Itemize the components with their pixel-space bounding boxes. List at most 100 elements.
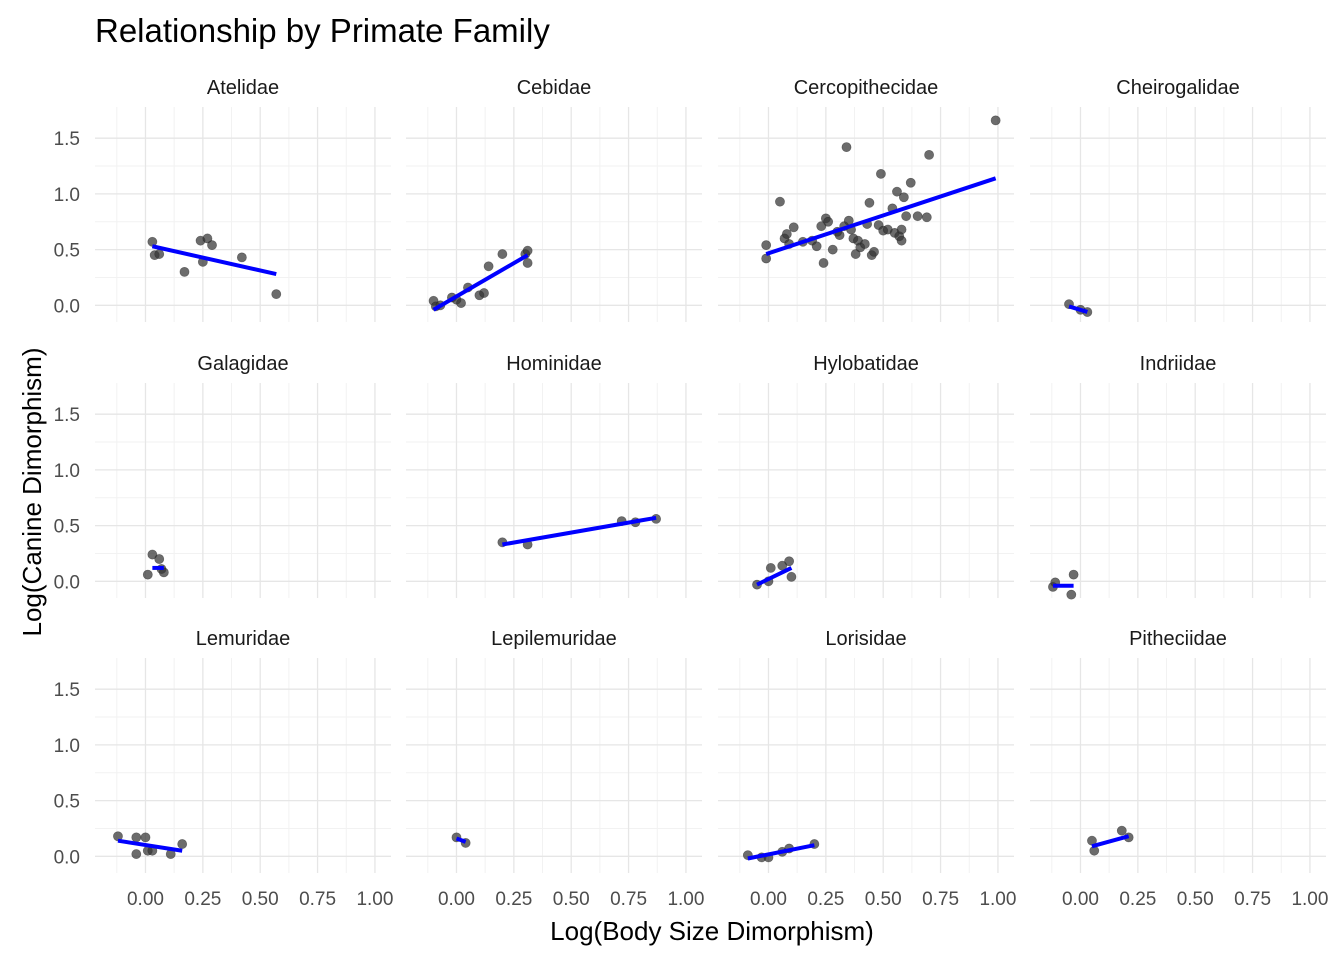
x-tick-label: 1.00: [1291, 889, 1328, 910]
data-point: [869, 246, 879, 257]
data-point: [177, 839, 188, 849]
y-tick-label: 1.0: [54, 461, 80, 482]
data-point: [761, 253, 772, 264]
regression-line: [432, 253, 529, 312]
facet-label: Lorisidae: [825, 628, 906, 650]
x-tick-label: 0.00: [750, 889, 787, 910]
y-tick-label: 1.0: [54, 185, 80, 206]
data-point: [765, 563, 776, 573]
panel-lepilemuridae: Lepilemuridae 0.00 0.25 0.50 0.75 1.00: [406, 628, 704, 910]
regression-line: [1068, 304, 1088, 314]
data-point: [859, 239, 870, 249]
x-tick-label: 0.50: [553, 889, 590, 910]
x-tick-label: 0.25: [807, 889, 844, 910]
data-point: [775, 196, 785, 207]
regression-line: [502, 515, 657, 547]
regression-line: [151, 244, 277, 277]
panel-indriidae: Indriidae: [1030, 353, 1326, 600]
panel-cheirogalidae: Cheirogalidae: [1030, 77, 1326, 322]
x-tick-label: 0.75: [299, 889, 336, 910]
x-tick-label: 0.50: [242, 889, 279, 910]
facet-panels: Atelidae 0.0 0.5 1.0 1.5 Cebidae Cercopithecid…: [54, 77, 1329, 910]
y-tick-label: 0.5: [54, 517, 80, 538]
facet-label: Hominidae: [506, 353, 602, 375]
data-point: [142, 569, 153, 580]
panel-atelidae: Atelidae 0.0 0.5 1.0 1.5: [54, 77, 391, 322]
data-point: [811, 241, 822, 252]
data-point: [131, 849, 142, 859]
regression-line: [756, 566, 793, 587]
facet-label: Cercopithecidae: [794, 77, 939, 99]
x-tick-label: 0.25: [1119, 889, 1156, 910]
data-point: [788, 222, 799, 233]
data-point: [781, 229, 792, 239]
data-point: [522, 245, 533, 256]
data-point: [912, 211, 923, 222]
x-tick-label: 0.75: [1234, 889, 1271, 910]
panel-galagidae: Galagidae 0.0 0.5 1.0 1.5: [54, 353, 391, 598]
regression-line: [455, 836, 467, 844]
x-tick-label: 1.00: [667, 889, 704, 910]
data-point: [522, 258, 533, 268]
data-point: [1066, 589, 1077, 600]
data-point: [905, 177, 916, 188]
panel-hylobatidae: Hylobatidae: [718, 353, 1014, 598]
x-tick-label: 1.00: [979, 889, 1016, 910]
y-tick-label: 1.5: [54, 129, 80, 150]
data-point: [892, 186, 902, 197]
data-point: [898, 192, 909, 203]
x-axis-title: Log(Body Size Dimorphism): [550, 916, 874, 946]
data-point: [1116, 825, 1127, 836]
y-tick-label: 1.5: [54, 680, 80, 701]
regression-line: [765, 176, 997, 256]
panel-pitheciidae: Pitheciidae 0.00 0.25 0.50 0.75 1.00: [1030, 628, 1328, 910]
y-tick-label: 0.5: [54, 792, 80, 813]
regression-line: [1091, 834, 1130, 849]
facet-label: Cheirogalidae: [1116, 77, 1239, 99]
data-point: [207, 240, 217, 251]
x-tick-label: 0.50: [865, 889, 902, 910]
data-point: [154, 554, 165, 564]
x-tick-label: 0.25: [184, 889, 221, 910]
data-point: [823, 216, 834, 227]
panel-hominidae: Hominidae: [406, 353, 702, 598]
x-tick-label: 0.25: [495, 889, 532, 910]
data-point: [1068, 569, 1079, 580]
x-tick-label: 0.00: [1062, 889, 1099, 910]
facet-label: Lemuridae: [196, 628, 291, 650]
data-point: [131, 832, 142, 843]
data-point: [456, 298, 466, 308]
x-tick-label: 0.00: [438, 889, 475, 910]
data-point: [147, 549, 158, 560]
data-point: [896, 235, 907, 246]
data-point: [179, 266, 190, 277]
y-tick-label: 0.0: [54, 296, 80, 317]
panel-lorisidae: Lorisidae 0.00 0.25 0.50 0.75 1.00: [718, 628, 1016, 910]
x-tick-label: 1.00: [356, 889, 393, 910]
data-point: [827, 244, 838, 255]
facet-label: Indriidae: [1140, 353, 1217, 375]
data-point: [497, 249, 508, 259]
data-point: [271, 289, 282, 300]
panel-cebidae: Cebidae: [406, 77, 702, 322]
data-point: [483, 261, 494, 272]
data-point: [818, 258, 829, 268]
data-point: [202, 233, 213, 244]
data-point: [864, 197, 875, 208]
y-axis-title: Log(Canine Dimorphism): [17, 348, 47, 637]
regression-line: [117, 838, 183, 853]
panel-cercopithecidae: Cercopithecidae: [718, 77, 1014, 322]
data-point: [901, 211, 912, 222]
chart-title: Relationship by Primate Family: [95, 12, 550, 49]
facet-label: Cebidae: [517, 77, 592, 99]
y-tick-label: 0.0: [54, 847, 80, 868]
facet-label: Hylobatidae: [813, 353, 919, 375]
data-point: [876, 168, 886, 179]
data-point: [850, 249, 861, 259]
facet-label: Atelidae: [207, 77, 279, 99]
data-point: [154, 249, 165, 259]
data-point: [990, 115, 1001, 126]
y-tick-label: 1.5: [54, 405, 80, 426]
y-tick-label: 0.5: [54, 241, 80, 262]
